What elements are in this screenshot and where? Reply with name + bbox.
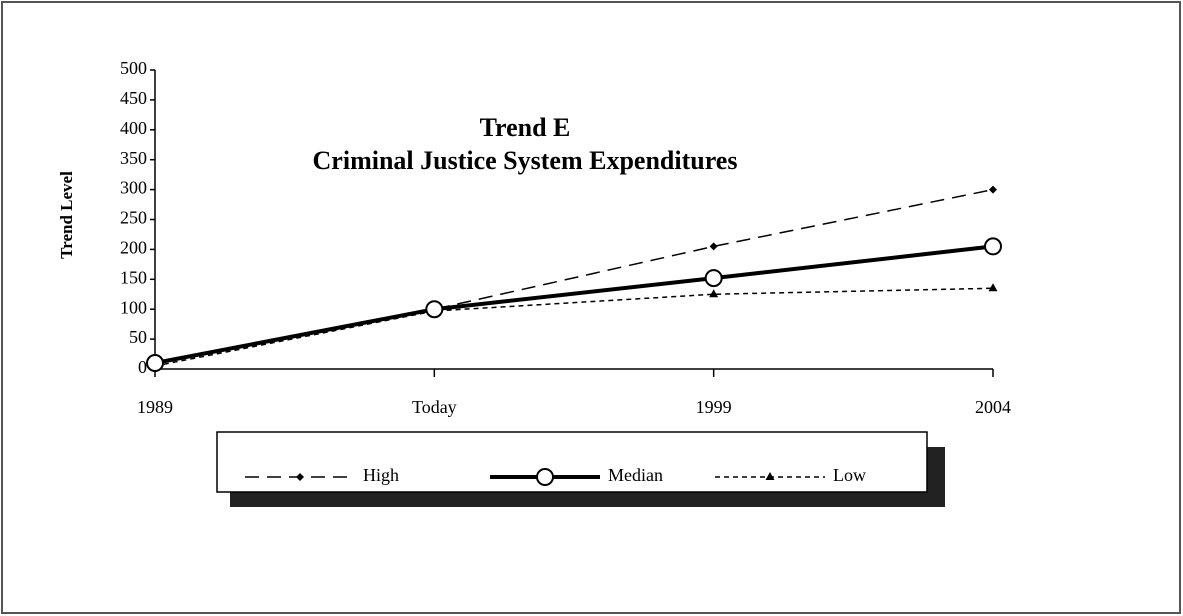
y-tick-label: 300 [120,178,147,198]
marker [146,354,164,373]
legend-marker [536,468,554,486]
y-tick-label: 350 [120,148,147,168]
y-tick-label: 0 [138,357,147,377]
marker [988,283,998,292]
marker [709,242,718,251]
x-tick-label: 1999 [696,397,732,417]
x-tick-label: 2004 [975,397,1011,417]
chart-subtitle: Criminal Justice System Expenditures [313,146,738,175]
x-tick-label: Today [412,397,457,417]
chart-title: Trend E [480,113,571,142]
y-tick-label: 450 [120,88,147,108]
y-tick-label: 50 [129,327,147,347]
legend-label: Low [833,465,866,485]
legend [216,431,928,493]
marker [989,185,997,194]
y-tick-label: 400 [120,118,147,138]
y-tick-label: 200 [120,238,147,258]
legend-marker [765,472,775,480]
legend-label: High [363,465,399,485]
y-tick-label: 150 [120,267,147,287]
marker [425,300,444,319]
legend-label: Median [608,465,663,485]
marker [704,269,723,288]
series-line [154,244,994,365]
marker [984,237,1002,256]
y-tick-label: 100 [120,297,147,317]
legend-marker [296,473,304,481]
y-axis-label: Trend Level [57,171,76,259]
x-tick-label: 1989 [137,397,173,417]
y-tick-label: 250 [120,208,147,228]
series-line [154,287,994,367]
marker [709,289,719,298]
y-tick-label: 500 [120,58,147,78]
